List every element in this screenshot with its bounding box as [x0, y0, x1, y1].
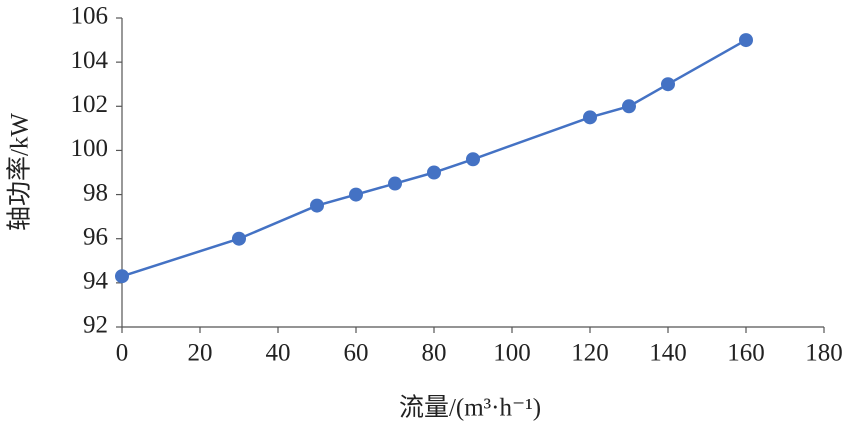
x-tick-label: 180	[805, 340, 843, 367]
marker	[310, 198, 324, 213]
marker	[427, 165, 441, 180]
y-tick-label: 100	[71, 135, 109, 162]
x-tick-label: 40	[266, 340, 291, 367]
x-tick-label: 100	[493, 340, 531, 367]
x-axis-label: 流量/(m³·h⁻¹)	[399, 394, 541, 422]
y-tick-label: 94	[83, 268, 109, 295]
y-axis-label: 轴功率/kW	[6, 113, 34, 231]
x-tick-label: 80	[422, 340, 447, 367]
marker	[232, 231, 246, 246]
marker	[388, 176, 402, 191]
x-tick-label: 0	[116, 340, 129, 367]
marker	[349, 187, 363, 202]
marker	[739, 33, 753, 48]
marker	[583, 110, 597, 125]
marker	[622, 99, 636, 114]
x-tick-label: 120	[571, 340, 609, 367]
y-tick-label: 104	[71, 47, 109, 74]
y-tick-label: 102	[71, 91, 109, 118]
x-tick-label: 60	[344, 340, 369, 367]
y-tick-label: 92	[83, 312, 108, 339]
x-tick-label: 160	[727, 340, 765, 367]
line	[121, 38, 747, 278]
marker	[115, 269, 129, 284]
x-tick-label: 20	[188, 340, 213, 367]
y-tick-label: 106	[71, 3, 109, 30]
marker	[661, 77, 675, 92]
y-tick-label: 96	[83, 223, 108, 250]
x-tick-label: 140	[649, 340, 687, 367]
marker	[466, 152, 480, 167]
y-tick-label: 98	[83, 179, 108, 206]
